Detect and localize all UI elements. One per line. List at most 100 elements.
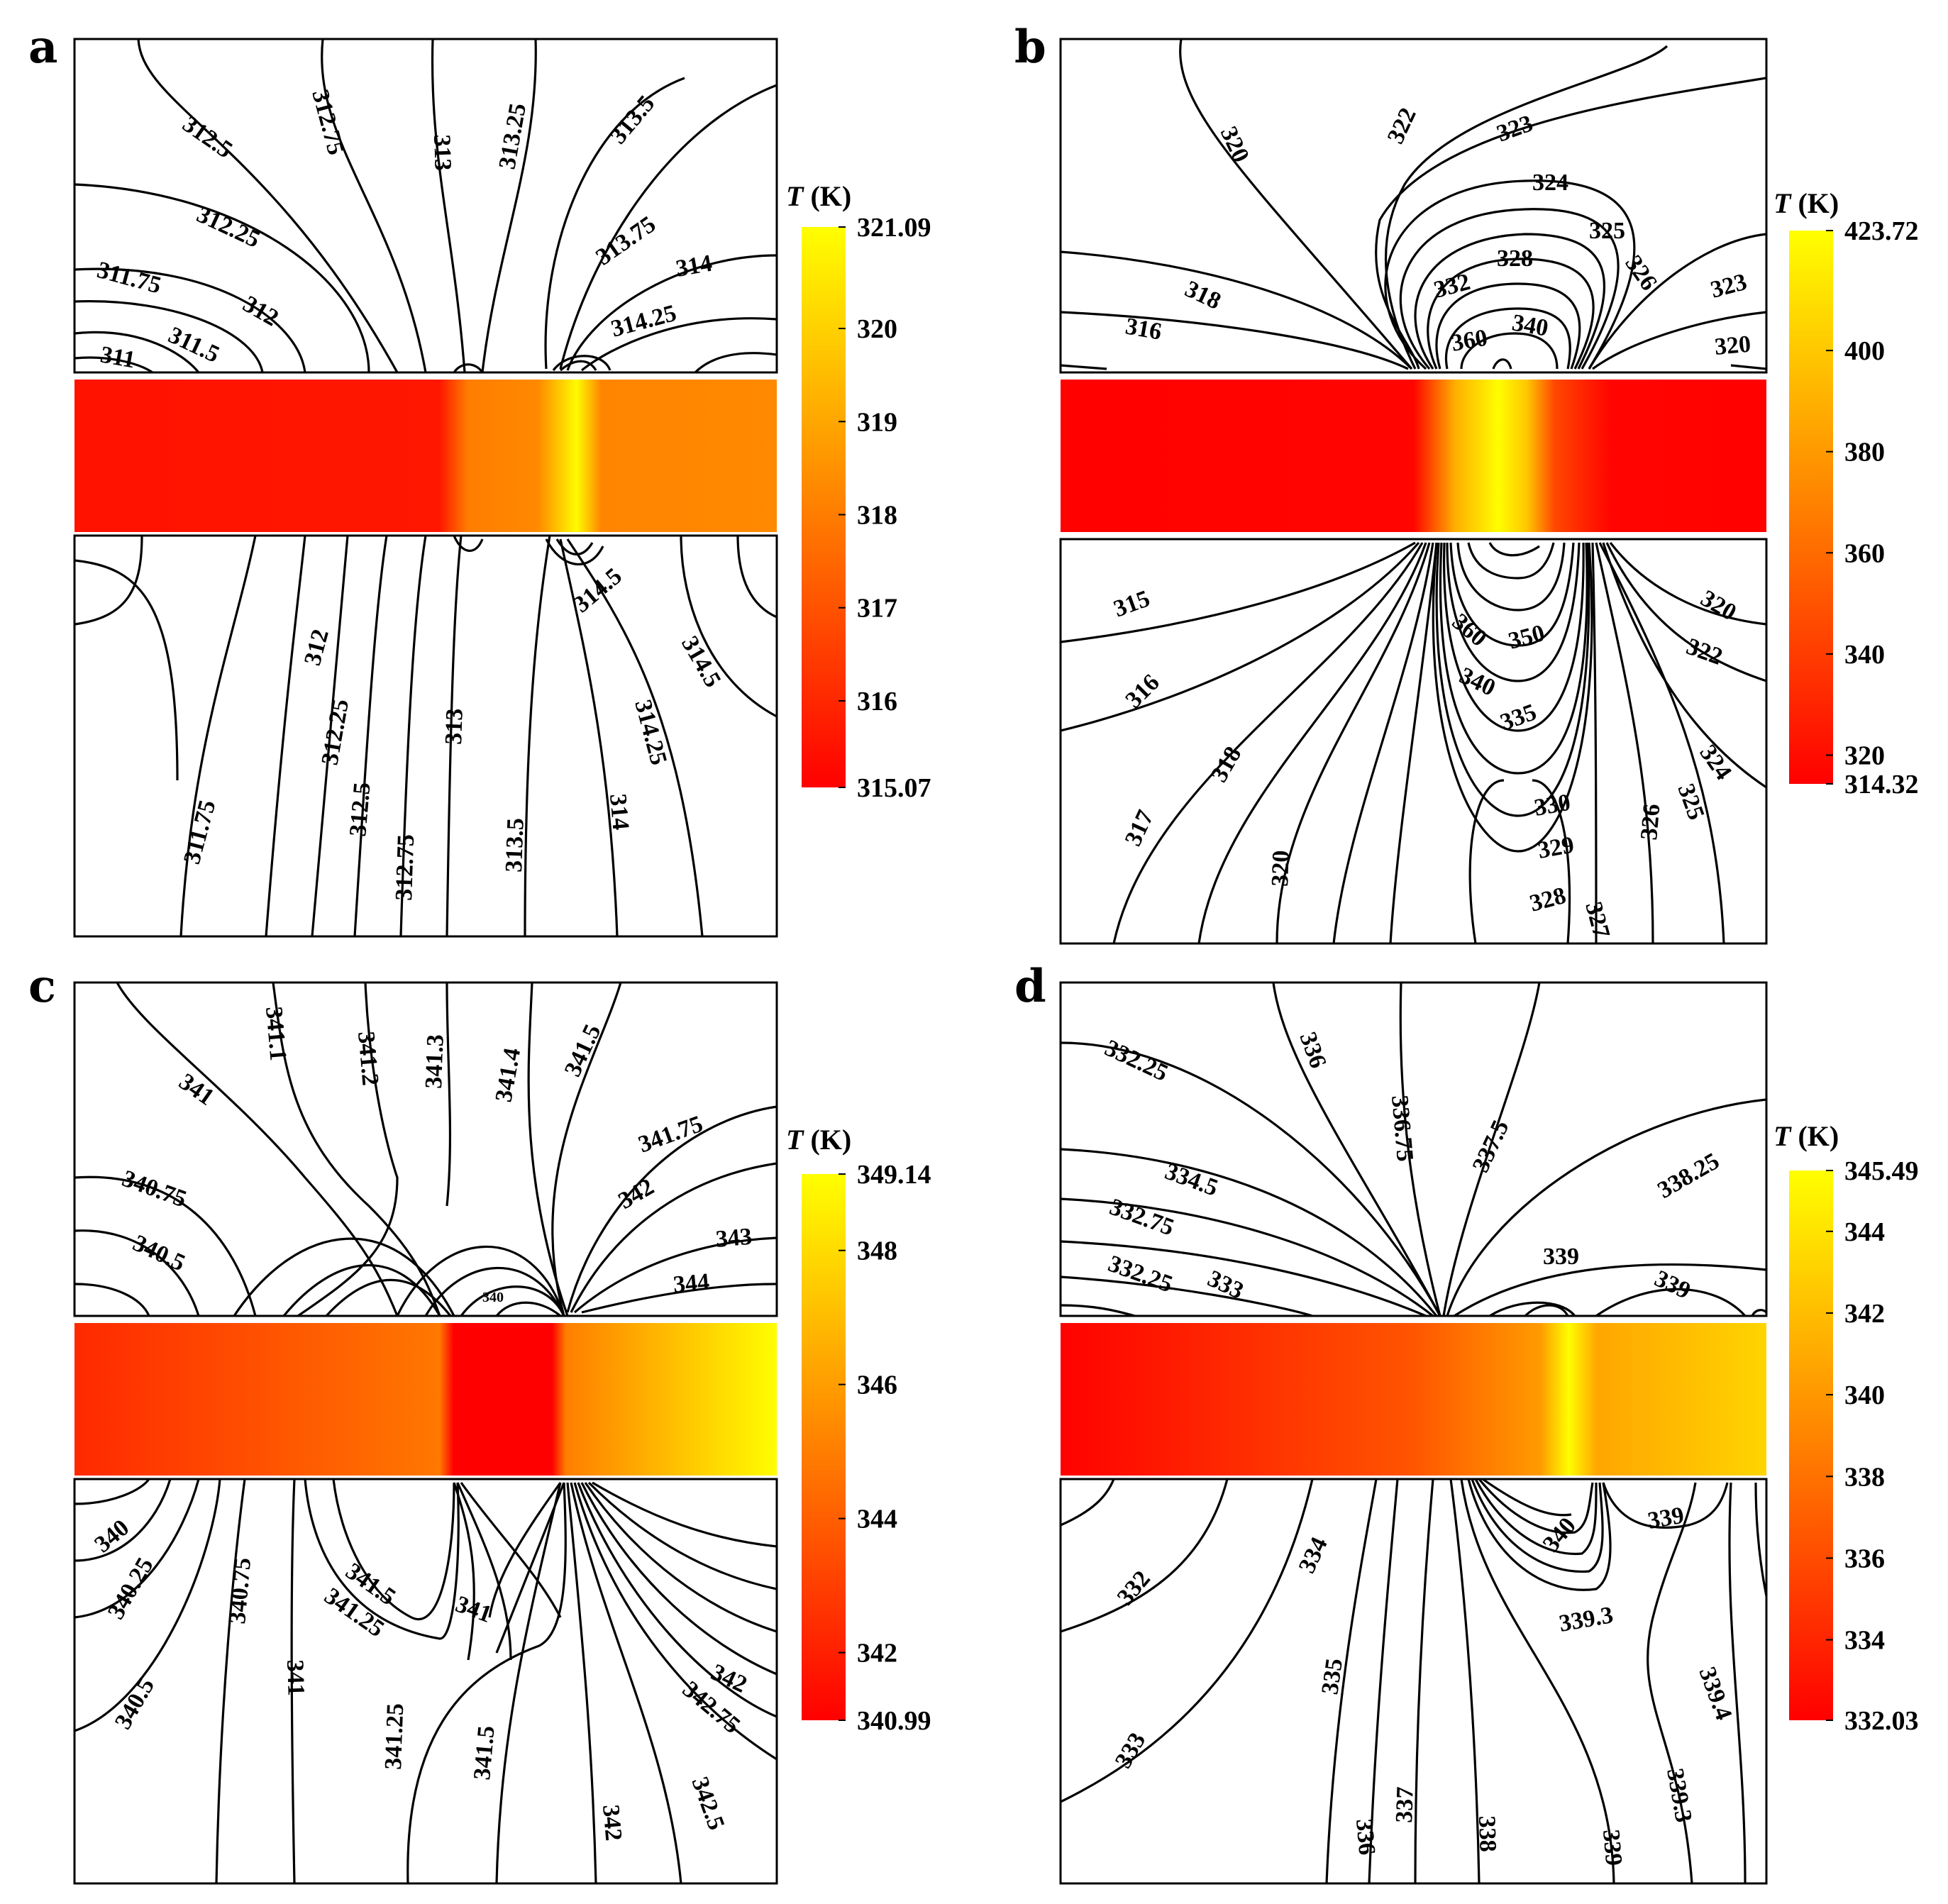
contour-label: 311.75 xyxy=(94,257,164,299)
panel-b-top-frame xyxy=(1059,38,1768,374)
contour-label: 332.75 xyxy=(1106,1194,1178,1241)
contour-label: 340.75 xyxy=(118,1166,190,1213)
contour-label: 341.5 xyxy=(469,1725,500,1781)
colorbar-tick-label: 360 xyxy=(1844,538,1885,568)
panel-d-bottom-contours xyxy=(1061,1479,1766,1883)
contour-label: 340 xyxy=(1538,1512,1581,1557)
contour-label: 333 xyxy=(1110,1728,1151,1773)
colorbar-tick-label: 320 xyxy=(857,314,897,344)
contour-label: 341.2 xyxy=(353,1030,384,1086)
contour-label: 336 xyxy=(1351,1817,1380,1856)
colorbar-tick-label: 340 xyxy=(1844,640,1885,670)
contour-label: 338.25 xyxy=(1654,1148,1724,1204)
panel-c-temperature-strip xyxy=(74,1323,777,1476)
contour-label: 312.25 xyxy=(193,201,264,253)
panel-a-temperature-strip xyxy=(74,380,777,532)
contour-label: 340.75 xyxy=(224,1556,256,1625)
contour-label: 312 xyxy=(238,291,283,332)
contour-label: 332 xyxy=(1431,269,1473,304)
contour-label: 324 xyxy=(1694,740,1737,785)
contour-label: 342.5 xyxy=(686,1773,729,1834)
panel-b-temperature-strip xyxy=(1061,380,1766,532)
contour-label: 341 xyxy=(452,1591,495,1628)
contour-label: 325 xyxy=(1589,218,1625,244)
contour-label: 320 xyxy=(1713,331,1751,360)
contour-label: 329 xyxy=(1536,832,1576,864)
contour-label: 312.5 xyxy=(345,781,376,837)
contour-label: 322 xyxy=(1383,104,1422,148)
colorbar-tick-label: 348 xyxy=(857,1236,897,1266)
contour-label: 327 xyxy=(1580,899,1615,941)
contour-label: 339.4 xyxy=(1693,1664,1737,1724)
contour-label: 360 xyxy=(1447,609,1492,652)
contour-label: 313.5 xyxy=(605,91,660,149)
contour-label: 339 xyxy=(1598,1828,1627,1866)
contour-label: 332.25 xyxy=(1101,1035,1172,1087)
colorbar-tick-label: 400 xyxy=(1844,336,1885,366)
contour-label: 314 xyxy=(604,792,633,831)
contour-label: 350 xyxy=(1505,620,1547,655)
panel-label-a: a xyxy=(28,21,57,74)
contour-label: 316 xyxy=(1124,313,1164,345)
colorbar-d: T (K) 345.49 344 342 340 338 336 334 332.03 xyxy=(1773,1120,1919,1736)
colorbar-d-title: T (K) xyxy=(1773,1120,1839,1152)
colorbar-d-gradient xyxy=(1789,1170,1833,1720)
contour-label: 339.3 xyxy=(1557,1602,1615,1637)
contour-label: 324 xyxy=(1532,170,1568,196)
panel-b-bottom-frame xyxy=(1059,538,1768,945)
contour-label: 341.75 xyxy=(635,1111,707,1158)
contour-label: 315 xyxy=(1110,585,1153,622)
contour-label: 336.75 xyxy=(1386,1094,1418,1162)
contour-label: 340 xyxy=(1510,309,1551,341)
contour-label: 314.5 xyxy=(676,632,726,692)
panel-d-top-contours xyxy=(1061,983,1766,1316)
contour-label: 333 xyxy=(1204,1266,1248,1305)
panel-a-bottom-frame xyxy=(73,534,778,938)
colorbar-tick-label: 332.03 xyxy=(1844,1706,1919,1736)
colorbar-tick-label: 344 xyxy=(1844,1217,1885,1247)
contour-label: 313.5 xyxy=(501,818,529,873)
panel-b-top-contours xyxy=(1061,39,1766,370)
contour-label: 339 xyxy=(1651,1266,1695,1305)
contour-label: 340 xyxy=(1456,663,1500,702)
colorbar-c: T (K) 349.14 348 346 344 342 340.99 xyxy=(786,1124,931,1736)
contour-label: 341 xyxy=(174,1068,218,1111)
colorbar-b-title: T (K) xyxy=(1773,187,1839,219)
panel-b-bottom-contours xyxy=(1061,541,1766,943)
contour-label: 340.5 xyxy=(129,1230,189,1277)
contour-label: 314 xyxy=(674,250,714,282)
contour-label: 312.5 xyxy=(177,111,237,163)
contour-label: 311 xyxy=(99,341,138,373)
contour-label: 312.25 xyxy=(316,697,354,768)
contour-label: 316 xyxy=(1120,669,1164,713)
colorbar-c-gradient xyxy=(802,1174,846,1720)
colorbar-tick-label: 345.49 xyxy=(1844,1156,1919,1186)
contour-label: 332.25 xyxy=(1105,1251,1176,1298)
contour-label: 340 xyxy=(89,1515,134,1558)
colorbar-tick-label: 320 xyxy=(1844,741,1885,771)
contour-label: 341.25 xyxy=(380,1703,409,1771)
colorbar-tick-label: 318 xyxy=(857,500,897,530)
contour-label: 344 xyxy=(672,1269,710,1298)
contour-label: 328 xyxy=(1527,882,1568,917)
colorbar-b-gradient xyxy=(1789,231,1833,784)
contour-label: 314.5 xyxy=(568,563,626,619)
panel-b: b xyxy=(1014,21,1768,945)
contour-label: 337.5 xyxy=(1468,1116,1515,1176)
panel-label-d: d xyxy=(1014,960,1046,1013)
contour-label: 313 xyxy=(441,708,468,745)
contour-label: 339 xyxy=(1646,1502,1686,1534)
contour-label: 313 xyxy=(428,134,456,171)
contour-label: 339.3 xyxy=(1661,1766,1697,1825)
colorbar-tick-label: 423.72 xyxy=(1844,216,1919,246)
contour-label: 325 xyxy=(1672,780,1709,824)
contour-label: 320 xyxy=(1267,850,1295,887)
contour-label: 337 xyxy=(1391,1786,1419,1823)
panel-a: a xyxy=(28,21,778,938)
contour-label: 326 xyxy=(1636,803,1665,841)
contour-label: 335 xyxy=(1497,699,1540,736)
contour-label: 323 xyxy=(1708,269,1749,304)
contour-label: 320 xyxy=(1215,123,1254,167)
